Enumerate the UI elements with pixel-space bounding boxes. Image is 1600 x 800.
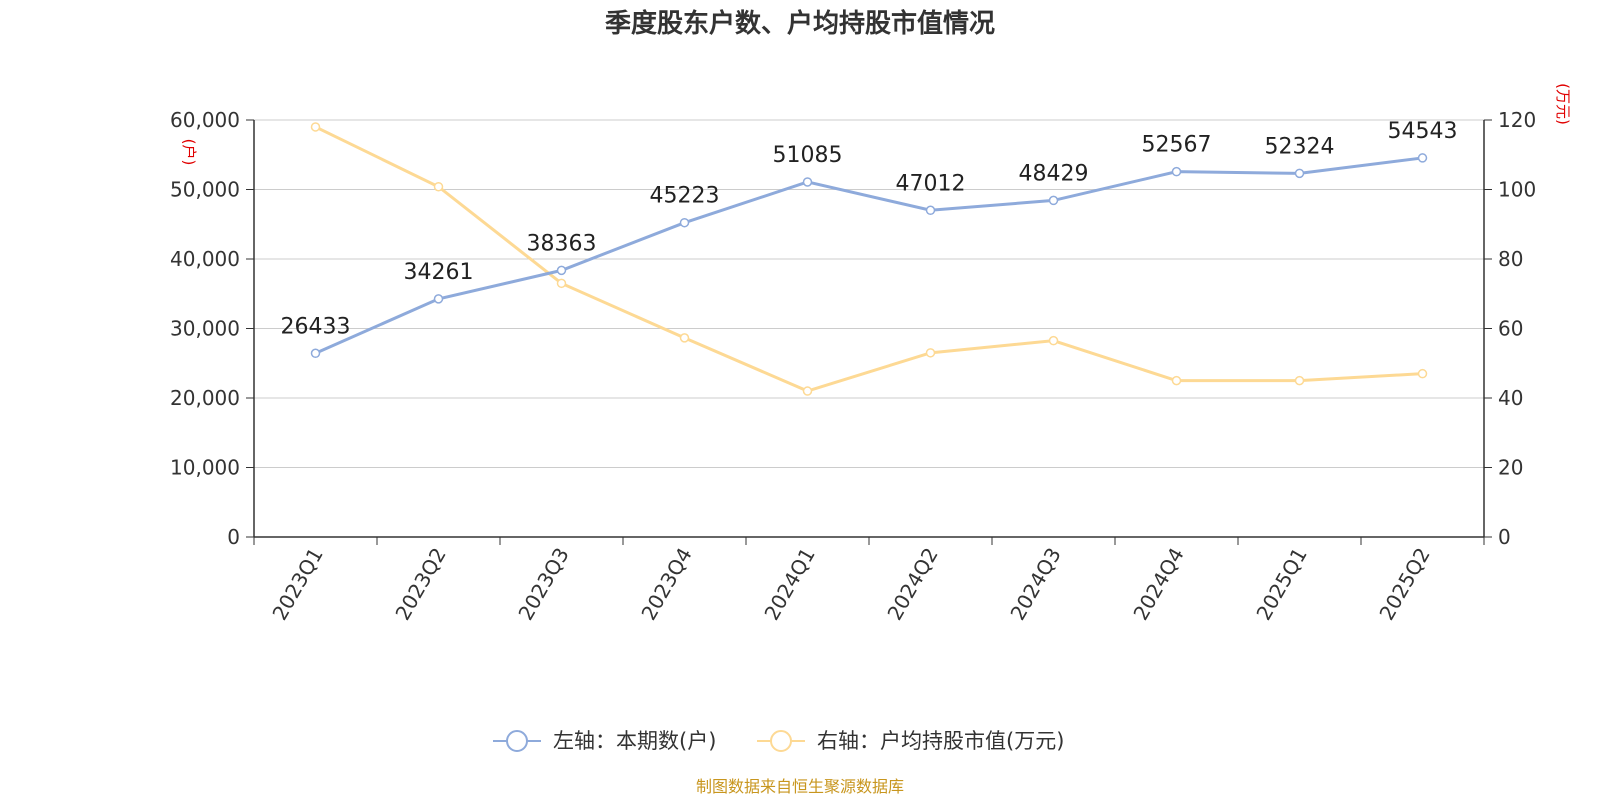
data-label-left: 48429 [1019, 161, 1089, 186]
point-right [556, 278, 567, 289]
point-right [310, 122, 321, 132]
data-label-left: 47012 [896, 171, 966, 196]
x-tick-label: 2025Q1 [1251, 544, 1311, 625]
data-label-left: 51085 [773, 143, 843, 168]
data-label-left: 34261 [404, 260, 474, 285]
x-axis: 2023Q1 2023Q2 2023Q3 2023Q4 2024Q1 2024Q2 2024… [253, 536, 1485, 625]
point-left [925, 205, 936, 216]
x-tick-label: 2023Q4 [636, 544, 696, 625]
x-tick-label: 2023Q2 [390, 544, 450, 625]
chart-title: 季度股东户数、户均持股市值情况 [605, 8, 995, 39]
point-right [433, 181, 444, 192]
point-right [1171, 375, 1182, 386]
right-y-axis: 0 20 40 60 80 100 120 [1483, 108, 1536, 549]
data-label-left: 54543 [1388, 119, 1458, 144]
data-label-left: 45223 [650, 184, 720, 209]
x-tick-label: 2025Q2 [1374, 544, 1434, 625]
left-tick-label: 40,000 [170, 247, 240, 271]
left-tick-label: 60,000 [170, 108, 240, 132]
x-tick-label: 2024Q4 [1128, 544, 1188, 625]
series-layer [310, 122, 1428, 396]
x-tick-label: 2024Q2 [882, 544, 942, 625]
right-tick-label: 0 [1498, 525, 1511, 549]
legend-label-right: 右轴：户均持股市值(万元) [817, 729, 1064, 753]
point-left [433, 294, 444, 304]
series-line-right [314, 125, 1423, 393]
data-label-left: 52567 [1142, 133, 1212, 158]
right-axis-unit: (万元) [1554, 83, 1572, 125]
left-tick-label: 0 [227, 525, 240, 549]
legend-marker-right [770, 730, 792, 752]
x-tick-label: 2024Q3 [1005, 544, 1065, 625]
point-left [1417, 153, 1428, 163]
source-note: 制图数据来自恒生聚源数据库 [696, 777, 904, 796]
right-tick-label: 120 [1498, 108, 1536, 132]
data-labels: 26433 34261 38363 45223 51085 47012 48429 52567… [281, 119, 1458, 339]
point-left [802, 177, 813, 187]
right-tick-label: 100 [1498, 178, 1536, 202]
point-left [679, 217, 690, 228]
right-tick-label: 20 [1498, 456, 1523, 480]
point-right [1048, 335, 1059, 346]
gridlines [254, 119, 1484, 468]
right-tick-label: 80 [1498, 247, 1523, 271]
x-tick-label: 2023Q3 [513, 544, 573, 625]
point-left [1294, 168, 1305, 179]
point-right [802, 386, 813, 396]
data-label-left: 38363 [527, 231, 597, 256]
x-tick-label: 2023Q1 [267, 544, 327, 625]
point-left [310, 348, 321, 359]
x-tick-label: 2024Q1 [759, 544, 819, 625]
series-line-left [314, 156, 1423, 355]
legend-label-left: 左轴：本期数(户) [553, 729, 716, 753]
legend: 左轴：本期数(户) 右轴：户均持股市值(万元) [493, 729, 1064, 753]
left-tick-label: 20,000 [170, 386, 240, 410]
data-label-left: 52324 [1265, 134, 1335, 159]
left-tick-label: 50,000 [170, 178, 240, 202]
point-right [1417, 368, 1428, 379]
left-tick-label: 10,000 [170, 456, 240, 480]
right-tick-label: 40 [1498, 386, 1523, 410]
point-right [679, 333, 690, 343]
legend-item-right[interactable]: 右轴：户均持股市值(万元) [757, 729, 1064, 753]
point-left [1048, 195, 1059, 206]
right-tick-label: 60 [1498, 317, 1523, 341]
point-left [556, 265, 567, 276]
legend-item-left[interactable]: 左轴：本期数(户) [493, 729, 716, 753]
legend-marker-left [506, 730, 528, 752]
point-right [1294, 375, 1305, 386]
point-right [925, 348, 936, 358]
point-left [1171, 166, 1182, 177]
left-y-axis: 0 10,000 20,000 30,000 40,000 50,000 60,000 [170, 108, 255, 549]
left-tick-label: 30,000 [170, 317, 240, 341]
data-label-left: 26433 [281, 314, 351, 339]
left-axis-unit: (户) [180, 139, 198, 166]
